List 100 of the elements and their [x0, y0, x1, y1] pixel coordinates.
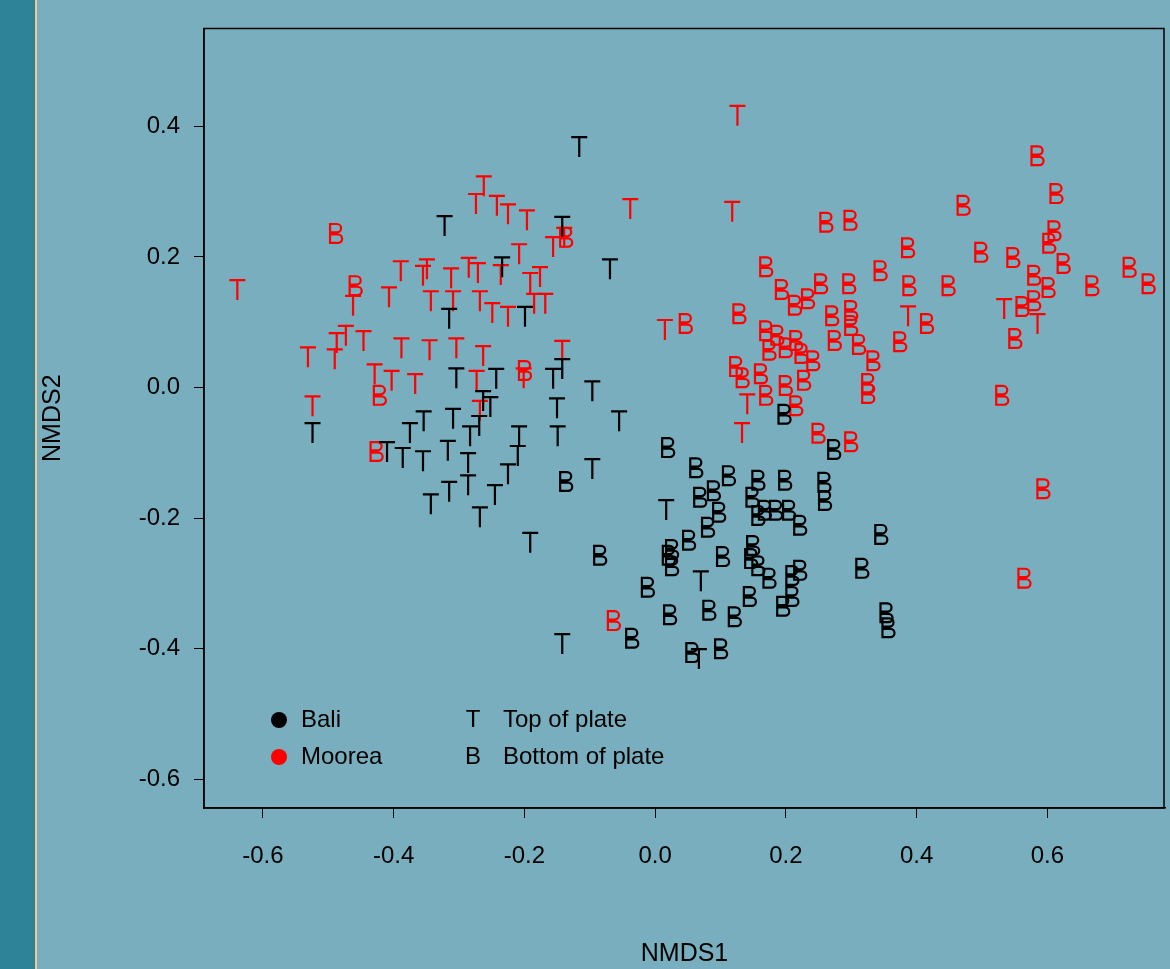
point — [611, 410, 628, 432]
y-tick-label: 0.0 — [146, 372, 180, 400]
point — [415, 410, 432, 432]
point — [545, 235, 562, 257]
point — [549, 397, 566, 419]
y-tick-label: -0.2 — [138, 502, 180, 530]
x-axis-title: NMDS1 — [640, 937, 729, 966]
x-tick-label: -0.4 — [372, 841, 415, 869]
point — [739, 393, 756, 415]
point — [345, 294, 362, 316]
point — [460, 474, 477, 496]
point — [486, 484, 503, 506]
annotation: Top of plate — [503, 704, 628, 732]
point — [690, 647, 707, 669]
point — [441, 307, 458, 329]
point — [337, 324, 354, 346]
point — [511, 243, 528, 265]
point — [692, 570, 709, 592]
point — [422, 290, 439, 312]
point — [484, 301, 501, 323]
point — [326, 348, 343, 370]
y-tick-label: 0.4 — [146, 110, 180, 138]
point — [584, 457, 601, 479]
point — [460, 452, 477, 474]
point — [734, 422, 751, 444]
point — [518, 209, 535, 231]
point — [724, 200, 741, 222]
point — [494, 256, 511, 278]
point — [729, 104, 746, 126]
point — [366, 363, 383, 385]
point — [509, 444, 526, 466]
point — [545, 367, 562, 389]
point — [499, 463, 516, 485]
point — [488, 194, 505, 216]
point — [471, 506, 488, 528]
point — [422, 493, 439, 515]
point — [393, 337, 410, 359]
point — [355, 330, 372, 351]
point — [516, 305, 533, 327]
point — [421, 339, 438, 361]
point — [401, 422, 418, 444]
point — [443, 267, 460, 289]
point — [379, 441, 396, 462]
point — [522, 531, 539, 553]
point — [996, 298, 1013, 320]
point — [658, 499, 675, 521]
point — [499, 305, 516, 327]
point — [467, 192, 484, 214]
point — [584, 380, 601, 402]
y-tick-label: -0.4 — [138, 633, 180, 661]
point — [515, 367, 532, 389]
point — [448, 337, 465, 359]
point — [469, 262, 486, 284]
point — [554, 358, 571, 380]
point — [394, 446, 411, 468]
point — [415, 450, 431, 472]
point — [475, 345, 492, 367]
point — [383, 369, 400, 391]
point — [622, 198, 639, 220]
point — [304, 422, 321, 444]
point — [554, 215, 571, 237]
point — [439, 439, 456, 461]
y-axis-title: NMDS2 — [36, 374, 65, 462]
point — [471, 414, 488, 436]
x-tick-label: -0.2 — [503, 841, 546, 869]
legend-label: Moorea — [301, 741, 384, 769]
point — [445, 407, 462, 429]
y-tick-label: 0.2 — [146, 241, 180, 269]
annotation: B — [464, 741, 482, 769]
y-tick-label: -0.6 — [138, 763, 180, 791]
point — [1029, 313, 1046, 335]
point — [900, 305, 917, 327]
point — [471, 290, 488, 312]
point — [554, 632, 571, 654]
point — [511, 425, 528, 447]
point — [499, 203, 516, 225]
point — [532, 266, 549, 288]
point — [229, 279, 246, 301]
point — [537, 292, 554, 314]
point — [522, 271, 539, 293]
point — [488, 367, 505, 389]
annotation: Bottom of plate — [503, 741, 665, 769]
point — [407, 373, 424, 395]
x-tick-label: 0.6 — [1030, 841, 1065, 869]
annotation: T — [465, 704, 481, 732]
point — [601, 258, 618, 280]
point — [436, 215, 453, 237]
point — [462, 425, 479, 447]
point — [299, 346, 316, 368]
point — [304, 395, 321, 417]
x-tick-label: 0.2 — [769, 841, 803, 869]
x-tick-label: 0.4 — [899, 841, 934, 869]
point — [460, 256, 477, 278]
point — [482, 395, 499, 417]
x-tick-label: -0.6 — [242, 841, 284, 869]
point — [415, 264, 431, 286]
point — [656, 318, 673, 340]
point — [448, 367, 465, 389]
point — [549, 425, 566, 447]
point — [392, 260, 409, 282]
